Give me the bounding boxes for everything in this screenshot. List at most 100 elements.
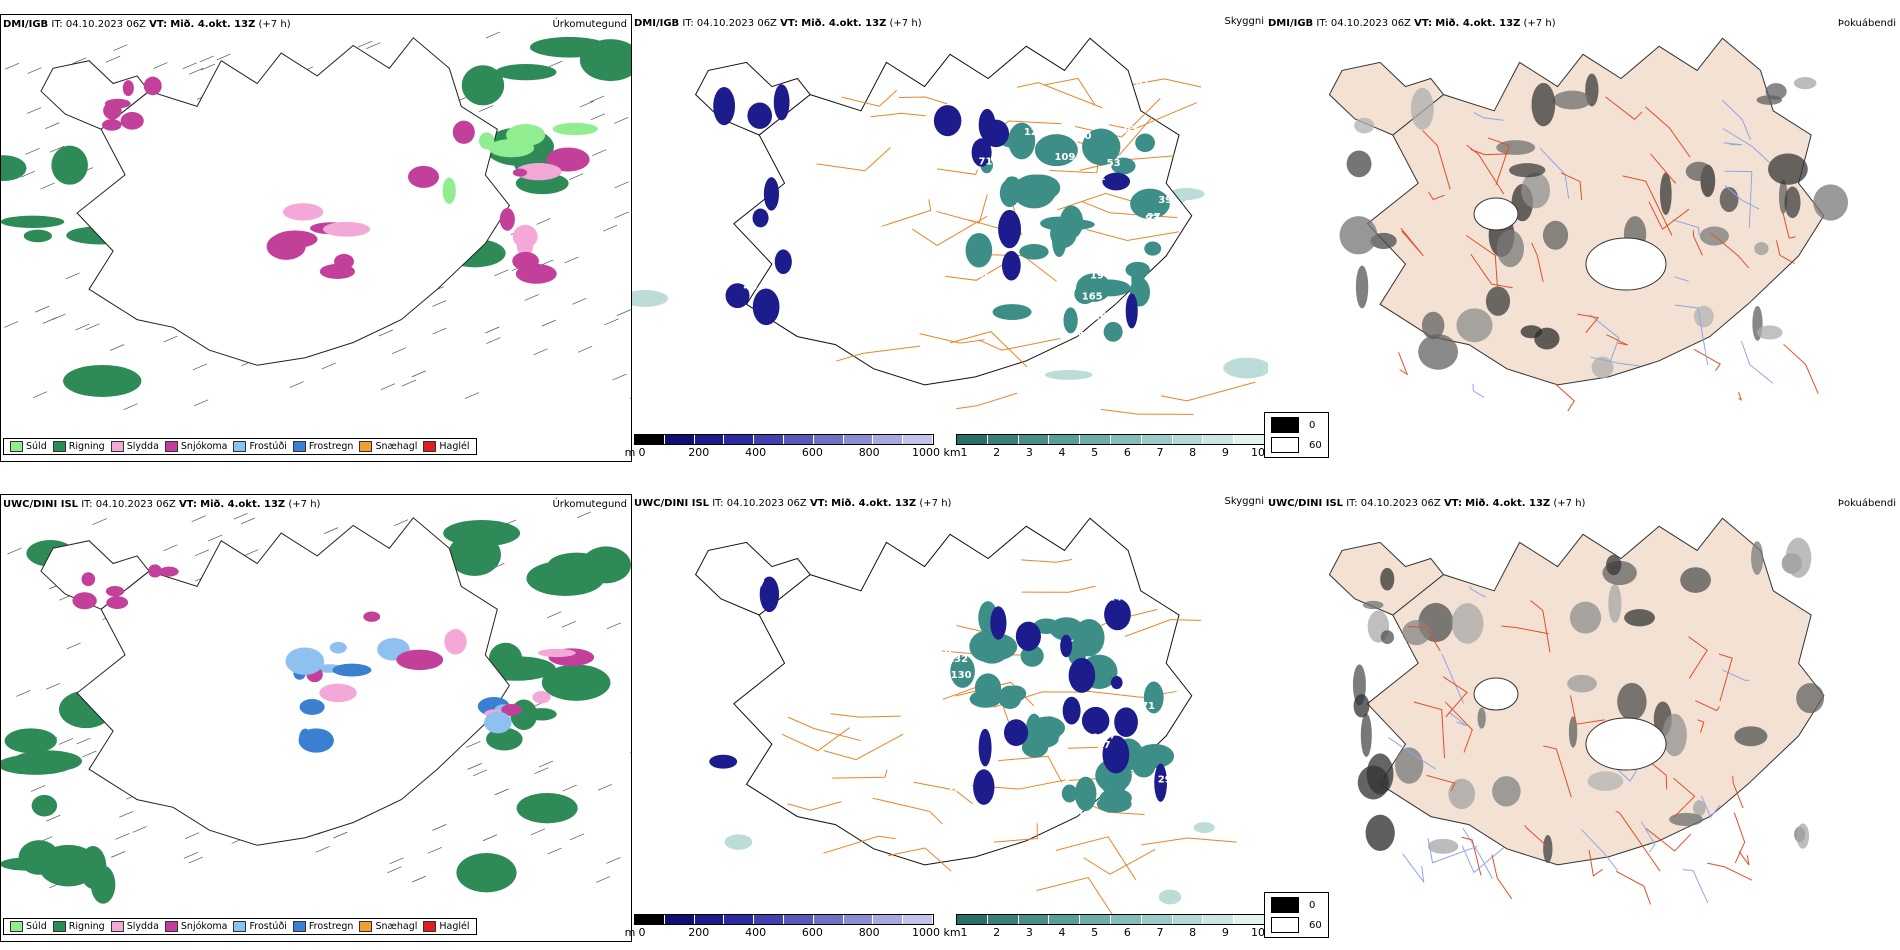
colorbar-tick: 800 xyxy=(858,926,880,939)
road xyxy=(1017,82,1103,109)
cloudbase-value-label: 98 xyxy=(723,714,737,725)
fog-area xyxy=(1567,674,1597,693)
cloudbase-value-label: 96 xyxy=(979,82,993,93)
cloudbase-value-label: 72 xyxy=(991,168,1005,179)
legend-label: Súld xyxy=(26,921,47,932)
road xyxy=(881,199,932,227)
wind-barb xyxy=(482,834,498,842)
wind-barb xyxy=(494,269,509,277)
road-river xyxy=(1465,235,1498,287)
cloudbase-area xyxy=(933,105,962,137)
fog-area xyxy=(1606,554,1622,576)
road-river xyxy=(1400,227,1424,257)
fog-area xyxy=(1402,620,1431,646)
cloudbase-value-label: 12 xyxy=(1024,127,1038,138)
cloudbase-value-label: 85 xyxy=(956,260,970,271)
road xyxy=(872,797,943,825)
road-river xyxy=(1402,853,1425,884)
road-river xyxy=(1407,625,1441,652)
low-visibility-area xyxy=(1050,219,1077,248)
road-river xyxy=(1462,827,1493,880)
precip-map-bottom xyxy=(1,511,631,904)
valid-time: Mið. 4.okt. 13Z xyxy=(801,18,887,29)
wind-barb xyxy=(536,218,551,225)
fog-area xyxy=(1360,713,1372,757)
init-time: 04.10.2023 06Z xyxy=(95,499,176,510)
glacier xyxy=(1585,717,1667,771)
colorbar-tick: 8 xyxy=(1189,926,1197,939)
wind-barb xyxy=(32,391,48,399)
panel-header: DMI/IGB IT: 04.10.2023 06Z VT: Mið. 4.ok… xyxy=(1268,18,1556,29)
road-river xyxy=(1442,676,1468,718)
wind-barb xyxy=(45,122,60,129)
legend-label: Snæhagl xyxy=(375,441,418,452)
cloudbase-area xyxy=(773,84,790,121)
cloudbase-value-label: 109 xyxy=(1054,152,1075,163)
road-river xyxy=(1531,242,1544,283)
legend-swatch xyxy=(359,921,373,932)
fog-area xyxy=(1496,229,1524,268)
cloudbase-value-label: 22 xyxy=(1130,217,1144,228)
fog-area xyxy=(1754,241,1769,256)
road-river xyxy=(1581,829,1619,871)
colorbar-tick: 4 xyxy=(1058,446,1066,459)
wind-barb xyxy=(113,44,128,51)
road xyxy=(1049,161,1099,174)
colorbar-swatch xyxy=(664,915,695,924)
road-river xyxy=(1588,849,1604,877)
fog-area xyxy=(1477,707,1486,729)
colorbar-tick: 9 xyxy=(1221,926,1229,939)
cloudbase-value-label: 40 xyxy=(1066,726,1080,737)
cloudbase-value-label: 21 xyxy=(1092,172,1106,183)
precip-area xyxy=(299,728,312,748)
wind-barb xyxy=(614,211,629,219)
wind-barb xyxy=(188,856,203,864)
wind-barb xyxy=(163,335,178,343)
cloudbase-colorbar-swatches xyxy=(634,434,934,445)
fog-legend-item: 0 xyxy=(1271,897,1322,913)
rain-area xyxy=(579,39,631,82)
precip-area xyxy=(332,663,372,677)
wind-barb xyxy=(46,814,61,822)
low-visibility-area xyxy=(1074,776,1097,812)
legend-item: Snæhagl xyxy=(359,441,417,452)
cloudbase-value-label: 70 xyxy=(937,646,951,657)
precip-map-top xyxy=(1,31,631,411)
fog-legend-bottom: 0 60 xyxy=(1264,892,1329,938)
precip-area xyxy=(512,251,539,271)
wind-barb xyxy=(66,642,81,650)
colorbar-tick: 200 xyxy=(688,446,710,459)
wind-barb xyxy=(75,323,90,331)
wind-barb xyxy=(401,379,417,387)
precip-legend-top: Súld Rigning Slydda Snjókoma Frostúði Frostre… xyxy=(3,438,477,455)
wind-barb xyxy=(579,100,594,108)
fog-area xyxy=(1521,172,1551,209)
panel-title: Úrkomutegund xyxy=(552,499,627,510)
legend-swatch xyxy=(110,921,124,932)
glacier xyxy=(1473,677,1519,711)
colorbar-swatch xyxy=(783,915,814,924)
wind-barb xyxy=(393,519,409,526)
legend-swatch xyxy=(423,921,437,932)
wind-barb xyxy=(538,760,554,768)
rain-area xyxy=(4,728,57,754)
legend-swatch xyxy=(292,921,306,932)
colorbar-tick: 6 xyxy=(1123,446,1131,459)
valid-time: Mið. 4.okt. 13Z xyxy=(1465,498,1551,509)
wind-barb xyxy=(485,31,500,39)
precip-area xyxy=(488,139,535,158)
wind-barb xyxy=(153,62,168,69)
snow-area xyxy=(81,572,96,587)
colorbar-unit: m xyxy=(624,446,636,459)
colorbar-tick: 9 xyxy=(1221,446,1229,459)
low-visibility-area xyxy=(974,673,1002,703)
road-river xyxy=(1783,343,1819,394)
wind-barb xyxy=(182,62,197,70)
road-river xyxy=(1590,356,1640,367)
cloudbase-map-top: 1065748234125335397391685123453212195716… xyxy=(632,37,1268,415)
wind-barb xyxy=(534,767,549,775)
wind-barb xyxy=(26,107,42,114)
precip-area xyxy=(537,648,576,658)
wind-barb xyxy=(7,547,22,555)
wind-barb xyxy=(163,544,178,552)
